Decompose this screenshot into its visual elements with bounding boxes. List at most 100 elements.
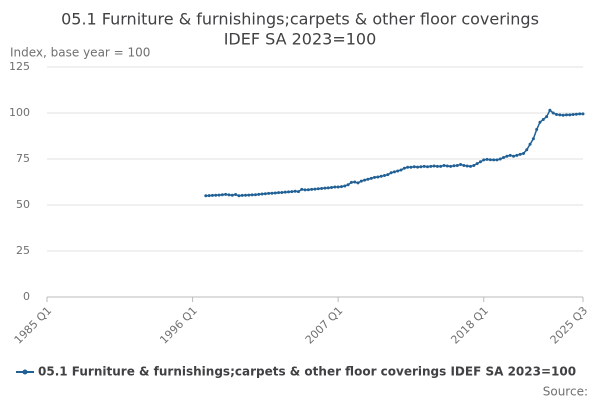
x-tick-label: 2018 Q1: [448, 304, 491, 347]
data-point: [244, 193, 248, 197]
data-point: [528, 142, 532, 146]
data-point: [472, 163, 476, 167]
data-point: [416, 165, 420, 169]
y-tick-label: 0: [23, 290, 30, 303]
data-point: [283, 190, 287, 194]
data-point: [227, 193, 231, 197]
x-tick-label: 1985 Q1: [12, 304, 55, 347]
data-point: [330, 186, 334, 190]
data-point: [323, 186, 327, 190]
data-point: [250, 193, 254, 197]
data-point: [287, 190, 291, 194]
data-point: [482, 158, 486, 162]
data-point: [535, 128, 539, 132]
data-point: [320, 186, 324, 190]
chart-title: 05.1 Furniture & furnishings;carpets & o…: [61, 10, 539, 29]
data-point: [290, 190, 294, 194]
data-point: [306, 188, 310, 192]
data-point: [280, 190, 284, 194]
data-point: [435, 164, 439, 168]
data-point: [409, 165, 413, 169]
x-tick-label: 2025 Q3: [548, 304, 591, 347]
data-point: [538, 120, 542, 124]
data-point: [263, 192, 267, 196]
data-point: [555, 112, 559, 116]
data-point: [373, 175, 377, 179]
data-point: [396, 169, 400, 173]
data-point: [379, 174, 383, 178]
data-point: [349, 180, 353, 184]
data-point: [495, 158, 499, 162]
data-point: [402, 166, 406, 170]
data-point: [382, 174, 386, 178]
data-point: [247, 193, 251, 197]
data-point: [561, 113, 565, 117]
data-point: [257, 192, 261, 196]
data-point: [452, 164, 456, 168]
data-point: [273, 191, 277, 195]
y-tick-label: 75: [16, 152, 30, 165]
chart-title: IDEF SA 2023=100: [224, 30, 377, 49]
data-point: [485, 157, 489, 161]
data-point: [515, 153, 519, 157]
data-point: [326, 186, 330, 190]
data-point: [502, 156, 506, 160]
data-point: [574, 112, 578, 116]
data-point: [425, 165, 429, 169]
data-point: [412, 165, 416, 169]
data-point: [455, 163, 459, 167]
data-point: [267, 191, 271, 195]
data-point: [356, 181, 360, 185]
data-point: [545, 115, 549, 119]
data-point: [220, 193, 224, 197]
data-point: [333, 185, 337, 189]
data-point: [445, 164, 449, 168]
data-point: [217, 193, 221, 197]
data-point: [439, 164, 443, 168]
data-point: [465, 164, 469, 168]
data-point: [518, 152, 522, 156]
data-point: [399, 168, 403, 172]
data-point: [240, 193, 244, 197]
data-point: [277, 191, 281, 195]
data-point: [578, 112, 582, 116]
data-point: [462, 163, 466, 167]
data-point: [389, 171, 393, 175]
data-point: [293, 189, 297, 193]
data-point: [339, 185, 343, 189]
data-point: [313, 187, 317, 191]
data-point: [270, 191, 274, 195]
data-point: [369, 176, 373, 180]
data-point: [343, 184, 347, 188]
data-point: [366, 177, 370, 181]
data-point: [475, 162, 479, 166]
data-point: [512, 154, 516, 158]
data-point: [386, 173, 390, 177]
data-point: [303, 188, 307, 192]
data-point: [214, 193, 218, 197]
data-point: [505, 154, 509, 158]
data-point: [207, 194, 211, 198]
data-point: [492, 158, 496, 162]
data-point: [429, 164, 433, 168]
legend-label: 05.1 Furniture & furnishings;carpets & o…: [38, 365, 576, 379]
data-point: [296, 190, 300, 194]
data-point: [459, 163, 463, 167]
y-axis-label: Index, base year = 100: [10, 46, 150, 60]
y-tick-label: 125: [9, 60, 30, 73]
data-point: [531, 137, 535, 141]
data-point: [478, 160, 482, 164]
data-point: [551, 111, 555, 115]
data-point: [336, 185, 340, 189]
data-point: [237, 194, 241, 198]
data-point: [568, 113, 572, 117]
data-point: [432, 164, 436, 168]
data-point: [310, 187, 314, 191]
data-point: [363, 178, 367, 182]
data-point: [508, 153, 512, 157]
data-point: [210, 193, 214, 197]
data-point: [353, 180, 357, 184]
data-point: [488, 158, 492, 162]
data-point: [234, 193, 238, 197]
legend-marker: [22, 369, 28, 375]
